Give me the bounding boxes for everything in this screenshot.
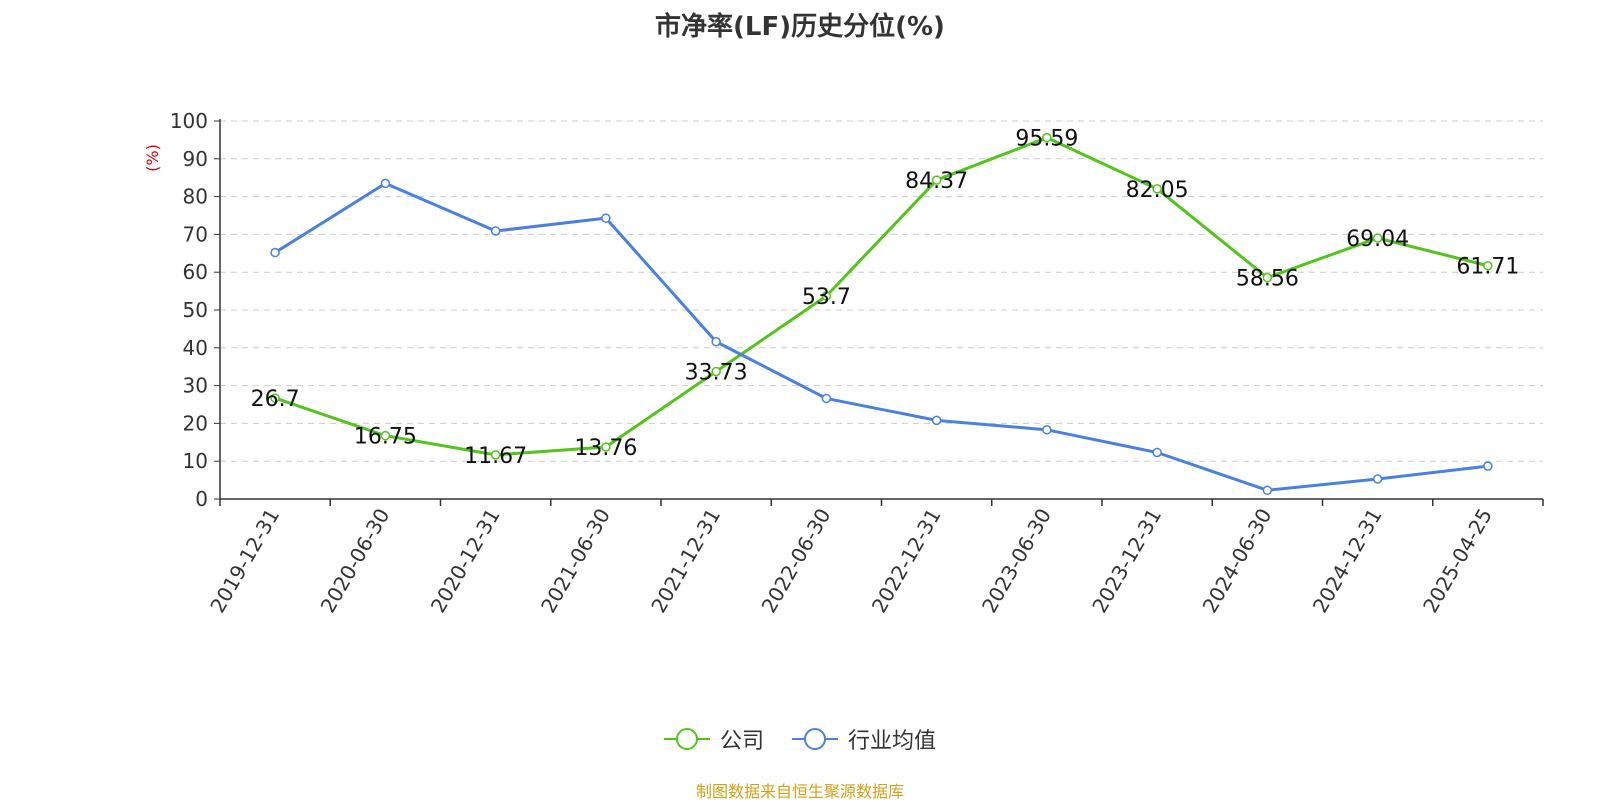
data-point xyxy=(821,393,832,404)
y-tick-label: 30 xyxy=(183,374,208,398)
data-label: 95.59 xyxy=(1015,127,1078,152)
legend-marker-industry xyxy=(792,728,838,750)
legend-label-industry: 行业均值 xyxy=(848,729,937,754)
source-note: 制图数据来自恒生聚源数据库 xyxy=(695,782,904,801)
data-label: 53.7 xyxy=(802,285,851,310)
data-label: 13.76 xyxy=(574,436,637,461)
x-tick-label: 2022-12-31 xyxy=(867,504,946,617)
data-label: 84.37 xyxy=(905,169,968,194)
line-chart: 0 10 20 30 40 50 60 70 80 90 100 2019-12-31 2020-06-… xyxy=(143,109,1544,617)
data-point xyxy=(490,226,501,236)
y-tick-label: 50 xyxy=(183,298,208,322)
data-point xyxy=(1152,184,1162,194)
x-tick-label: 2021-06-30 xyxy=(536,504,615,617)
x-tick-label: 2020-06-30 xyxy=(316,504,395,617)
data-point xyxy=(1372,233,1383,243)
y-tick-label: 10 xyxy=(183,449,208,473)
y-tick-label: 20 xyxy=(183,411,208,435)
data-point xyxy=(711,337,721,347)
data-point xyxy=(931,415,942,426)
data-point xyxy=(1262,485,1273,496)
data-label: 61.71 xyxy=(1456,255,1519,280)
data-point xyxy=(711,366,721,377)
data-label: 69.04 xyxy=(1346,227,1409,252)
data-point xyxy=(270,393,280,403)
x-tick-label: 2021-12-31 xyxy=(646,504,725,617)
data-label: 33.73 xyxy=(685,361,748,386)
data-label: 16.75 xyxy=(354,425,417,450)
data-point xyxy=(821,291,832,301)
data-point xyxy=(1483,260,1493,271)
data-point xyxy=(601,442,611,452)
y-axis-label: (%) xyxy=(143,144,162,172)
data-point xyxy=(380,178,391,189)
x-tick-label: 2024-06-30 xyxy=(1198,504,1277,617)
x-tick-label: 2020-12-31 xyxy=(426,504,505,617)
axes: 0 10 20 30 40 50 60 70 80 90 100 2019-12-31 2020-06-… xyxy=(170,109,1544,617)
legend-item-industry[interactable]: 行业均值 xyxy=(790,722,936,756)
y-tick-label: 40 xyxy=(183,336,208,360)
data-labels: 26.7 16.75 11.67 13.76 33.73 53.7 84.37 95.59 82… xyxy=(251,127,1520,469)
x-tick-label: 2024-12-31 xyxy=(1308,504,1387,617)
series xyxy=(270,132,1493,496)
data-point xyxy=(1042,132,1052,143)
data-point xyxy=(1483,461,1493,471)
grid-lines xyxy=(220,120,1543,462)
data-point xyxy=(931,175,942,185)
x-tick-label: 2022-06-30 xyxy=(757,504,836,617)
y-tick-label: 0 xyxy=(195,487,208,511)
data-point xyxy=(490,450,501,460)
data-label: 11.67 xyxy=(464,444,527,469)
y-tick-label: 60 xyxy=(183,260,208,284)
data-point xyxy=(601,213,611,223)
data-point xyxy=(380,430,391,441)
y-tick-label: 70 xyxy=(183,222,208,246)
legend-label-company: 公司 xyxy=(720,729,765,754)
series-line-1 xyxy=(274,181,1489,492)
data-point xyxy=(1262,272,1273,283)
chart-title: 市净率(LF)历史分位(%) xyxy=(655,12,945,42)
data-label: 58.56 xyxy=(1236,267,1299,292)
x-tick-label: 2023-12-31 xyxy=(1087,504,1166,617)
x-tick-label: 2025-04-25 xyxy=(1418,504,1497,617)
y-tick-label: 80 xyxy=(183,185,208,209)
legend-marker-company xyxy=(664,728,710,750)
data-label: 26.7 xyxy=(251,387,300,412)
data-label: 82.05 xyxy=(1126,178,1189,203)
series-line-0 xyxy=(274,136,1489,457)
legend-item-company[interactable]: 公司 xyxy=(662,722,764,756)
x-tick-label: 2019-12-31 xyxy=(205,504,284,617)
x-tick-label: 2023-06-30 xyxy=(977,504,1056,617)
data-point xyxy=(270,247,280,258)
data-point xyxy=(1152,447,1162,458)
data-point xyxy=(1042,425,1052,435)
data-point xyxy=(1372,474,1383,484)
y-tick-label: 90 xyxy=(183,147,208,171)
y-tick-label: 100 xyxy=(170,109,208,133)
